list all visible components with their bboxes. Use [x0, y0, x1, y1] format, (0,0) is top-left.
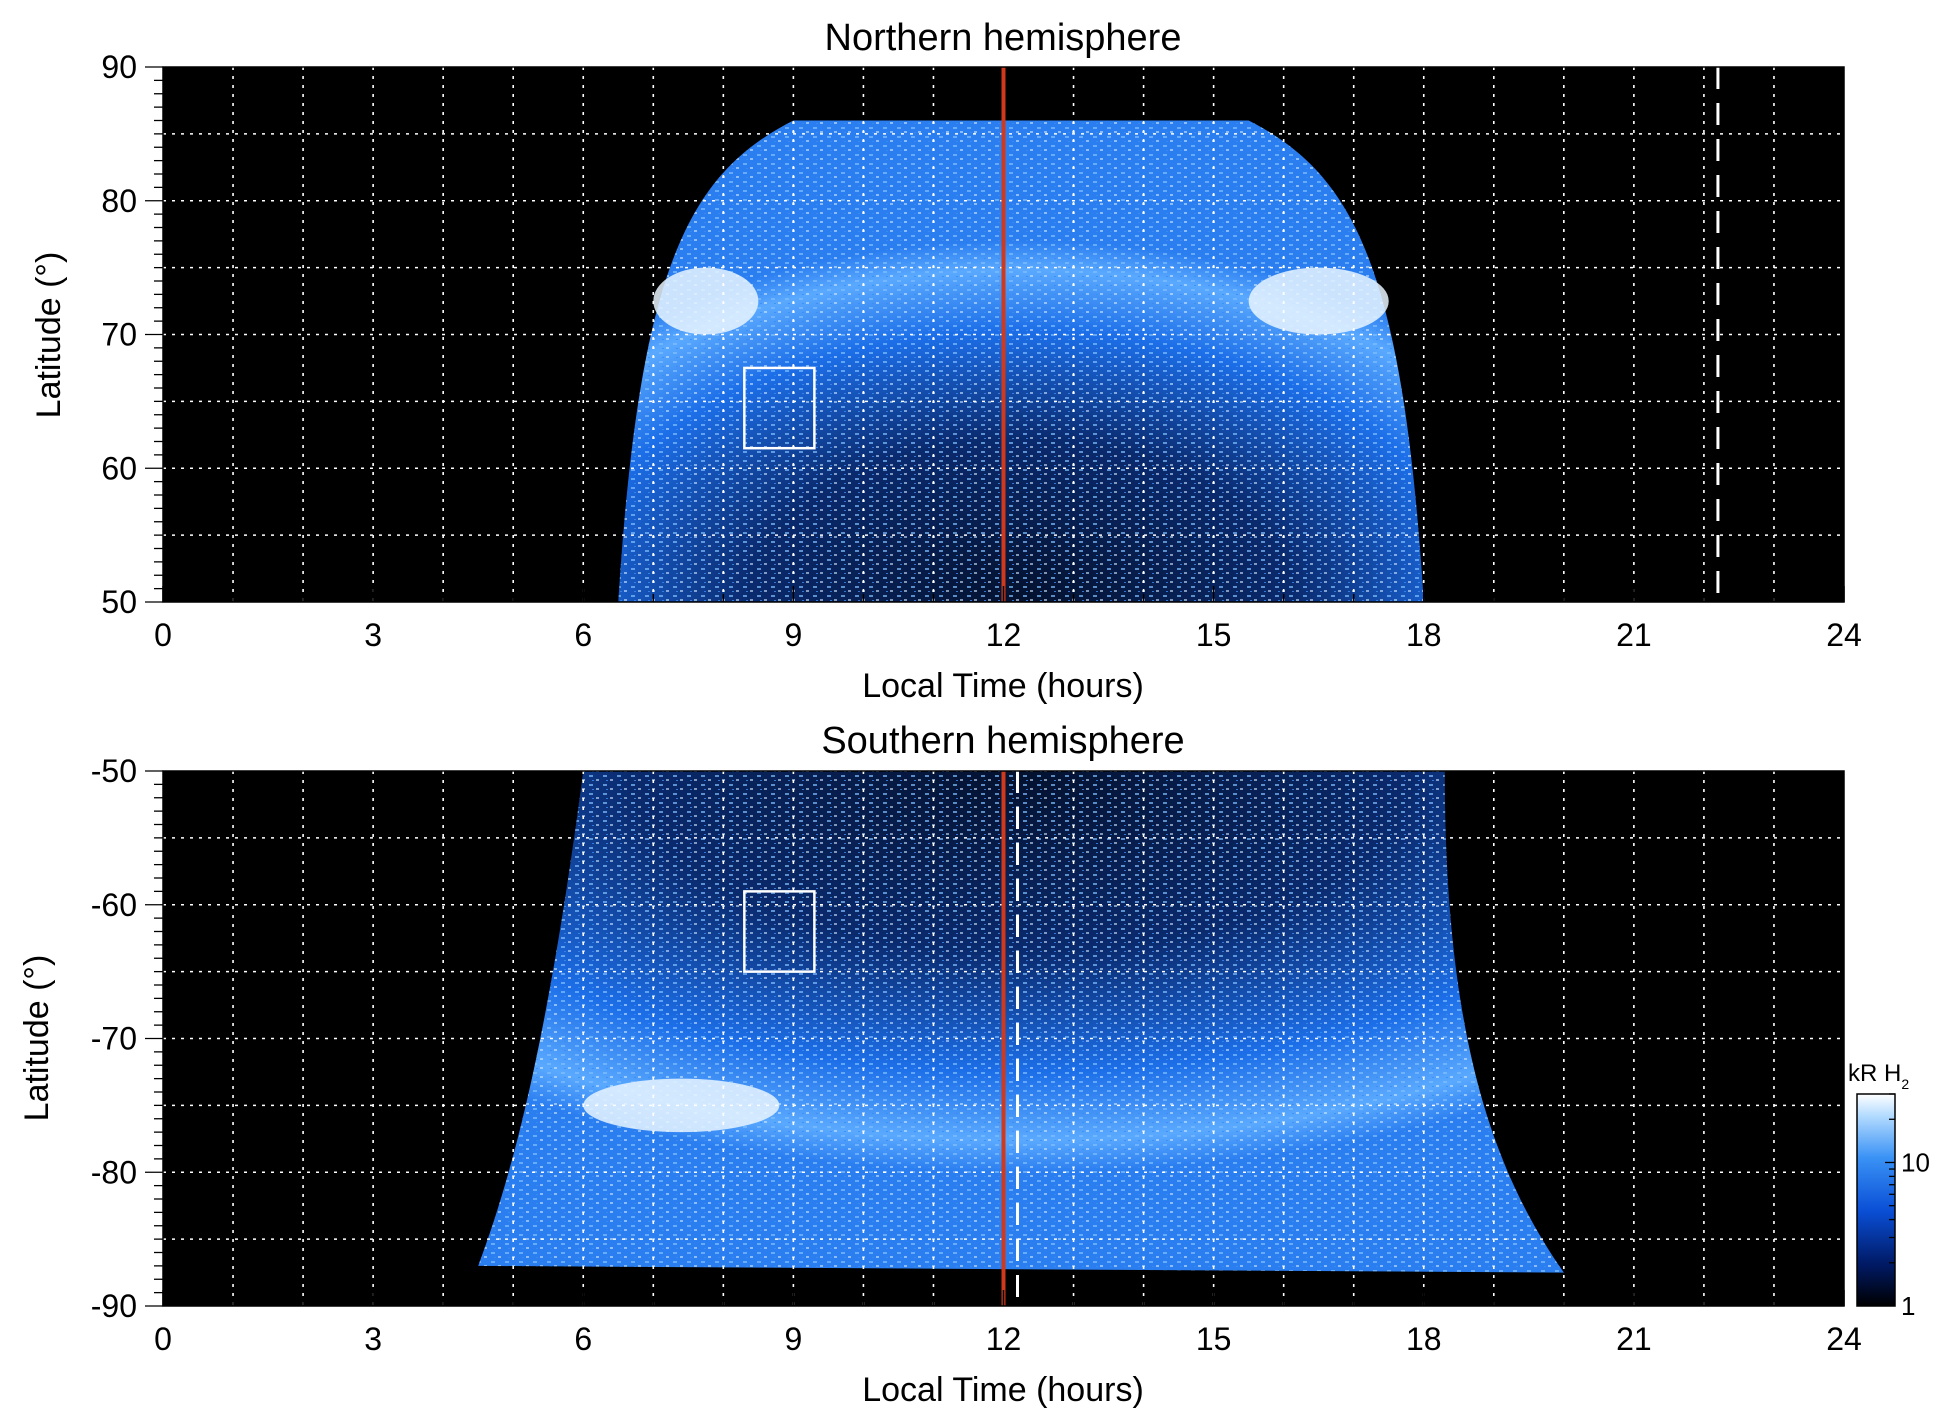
x-tick-label: 0: [154, 617, 172, 653]
northern-emission-texture: [618, 120, 1424, 602]
x-tick-label: 24: [1826, 1321, 1862, 1357]
x-tick-label: 12: [986, 1321, 1022, 1357]
x-tick-label: 15: [1196, 617, 1232, 653]
y-tick-label: 70: [101, 317, 137, 353]
x-tick-label: 6: [574, 1321, 592, 1357]
y-tick-label: -50: [91, 753, 137, 789]
x-tick-label: 21: [1616, 1321, 1652, 1357]
x-tick-label: 0: [154, 1321, 172, 1357]
bright-arc: [653, 267, 759, 335]
y-tick-label: 80: [101, 183, 137, 219]
colorbar-scale: [1856, 1093, 1896, 1307]
bright-arc: [1248, 267, 1389, 335]
x-tick-label: 12: [986, 617, 1022, 653]
y-tick-label: -90: [91, 1288, 137, 1324]
southern-title: Southern hemisphere: [821, 720, 1184, 762]
x-tick-label: 6: [574, 617, 592, 653]
y-tick-label: -80: [91, 1154, 137, 1190]
x-tick-label: 9: [784, 1321, 802, 1357]
northern-box: [743, 366, 816, 450]
x-tick-label: 21: [1616, 617, 1652, 653]
x-tick-label: 3: [364, 617, 382, 653]
x-tick-label: 3: [364, 1321, 382, 1357]
x-tick-label: 9: [784, 617, 802, 653]
southern-emission-texture: [478, 771, 1564, 1273]
x-tick-label: 15: [1196, 1321, 1232, 1357]
colorbar: kR H2 10 1: [1848, 1060, 1930, 1321]
northern-grid: [163, 67, 1844, 602]
southern-grid: [163, 771, 1844, 1306]
southern-hemisphere-panel: Southern hemisphere 0 3 6 9 12 15 18 21 24 -50 -60…: [18, 720, 1862, 1409]
bright-arc: [583, 1078, 780, 1133]
colorbar-tick-label: 10: [1901, 1147, 1930, 1177]
southern-y-axis-label: Latitude (°): [18, 955, 56, 1122]
x-tick-label: 24: [1826, 617, 1862, 653]
southern-x-axis-label: Local Time (hours): [862, 1371, 1144, 1409]
colorbar-title-main: kR H: [1848, 1060, 1901, 1087]
y-tick-label: 50: [101, 584, 137, 620]
northern-x-axis-label: Local Time (hours): [862, 667, 1144, 705]
colorbar-title-subscript: 2: [1901, 1076, 1909, 1092]
y-tick-label: 90: [101, 49, 137, 85]
x-tick-label: 18: [1406, 617, 1442, 653]
northern-hemisphere-panel: Northern hemisphere 0 3 6 9 12 15 18 21 24 50 60 70…: [30, 17, 1862, 705]
y-tick-label: 60: [101, 450, 137, 486]
northern-title: Northern hemisphere: [825, 17, 1182, 59]
y-tick-label: -60: [91, 887, 137, 923]
y-tick-label: -70: [91, 1021, 137, 1057]
southern-box: [743, 890, 816, 973]
x-tick-label: 18: [1406, 1321, 1442, 1357]
northern-y-axis-label: Latitude (°): [30, 252, 68, 419]
colorbar-tick-label: 1: [1901, 1291, 1915, 1321]
colorbar-title: kR H2: [1848, 1060, 1909, 1092]
